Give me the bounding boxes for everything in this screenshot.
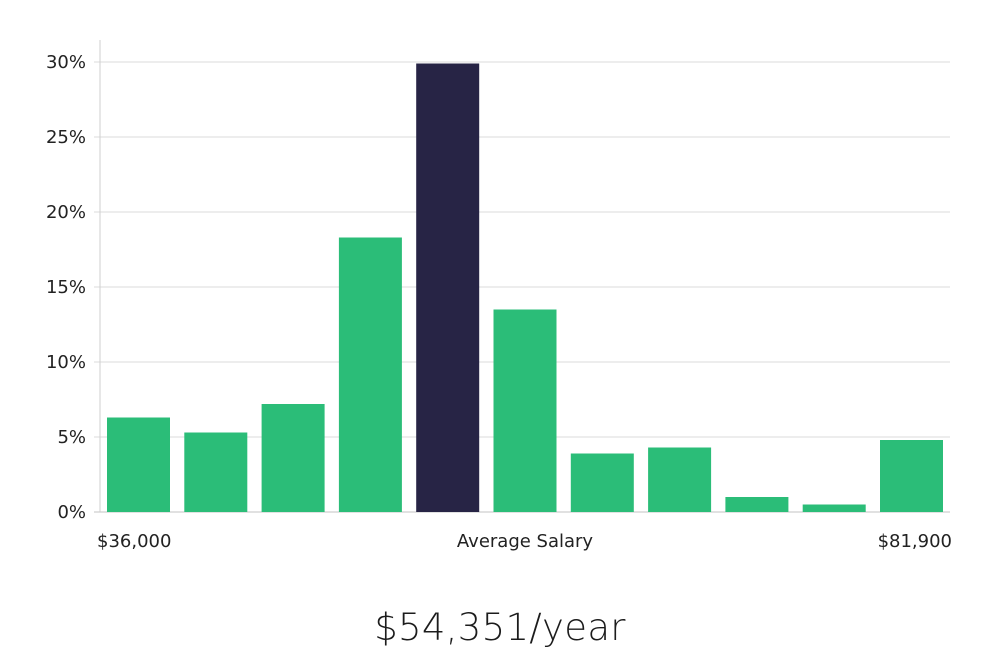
bar [493,309,557,512]
bars [107,63,943,512]
bar [725,497,789,512]
x-axis-title: Average Salary [457,531,594,552]
x-axis-labels: $36,000 Average Salary $81,900 [97,531,952,552]
bar [261,404,325,512]
x-axis-start-label: $36,000 [97,531,171,552]
y-tick-label: 5% [57,427,86,448]
bar [648,447,712,512]
y-tick-label: 30% [46,52,86,73]
bar [570,453,634,512]
average-salary-headline: $54,351/year [374,606,626,649]
bar [338,237,402,512]
bar [880,440,943,512]
y-tick-labels: 0% 5% 10% 15% 20% 25% 30% [46,52,86,523]
y-tick-label: 10% [46,352,86,373]
bar [107,417,170,512]
bar [184,432,248,512]
y-tick-label: 25% [46,127,86,148]
y-tick-label: 0% [57,502,86,523]
y-tick-label: 20% [46,202,86,223]
bar [802,504,866,512]
highlighted-bar [416,63,480,512]
x-axis-end-label: $81,900 [878,531,952,552]
y-tick-label: 15% [46,277,86,298]
